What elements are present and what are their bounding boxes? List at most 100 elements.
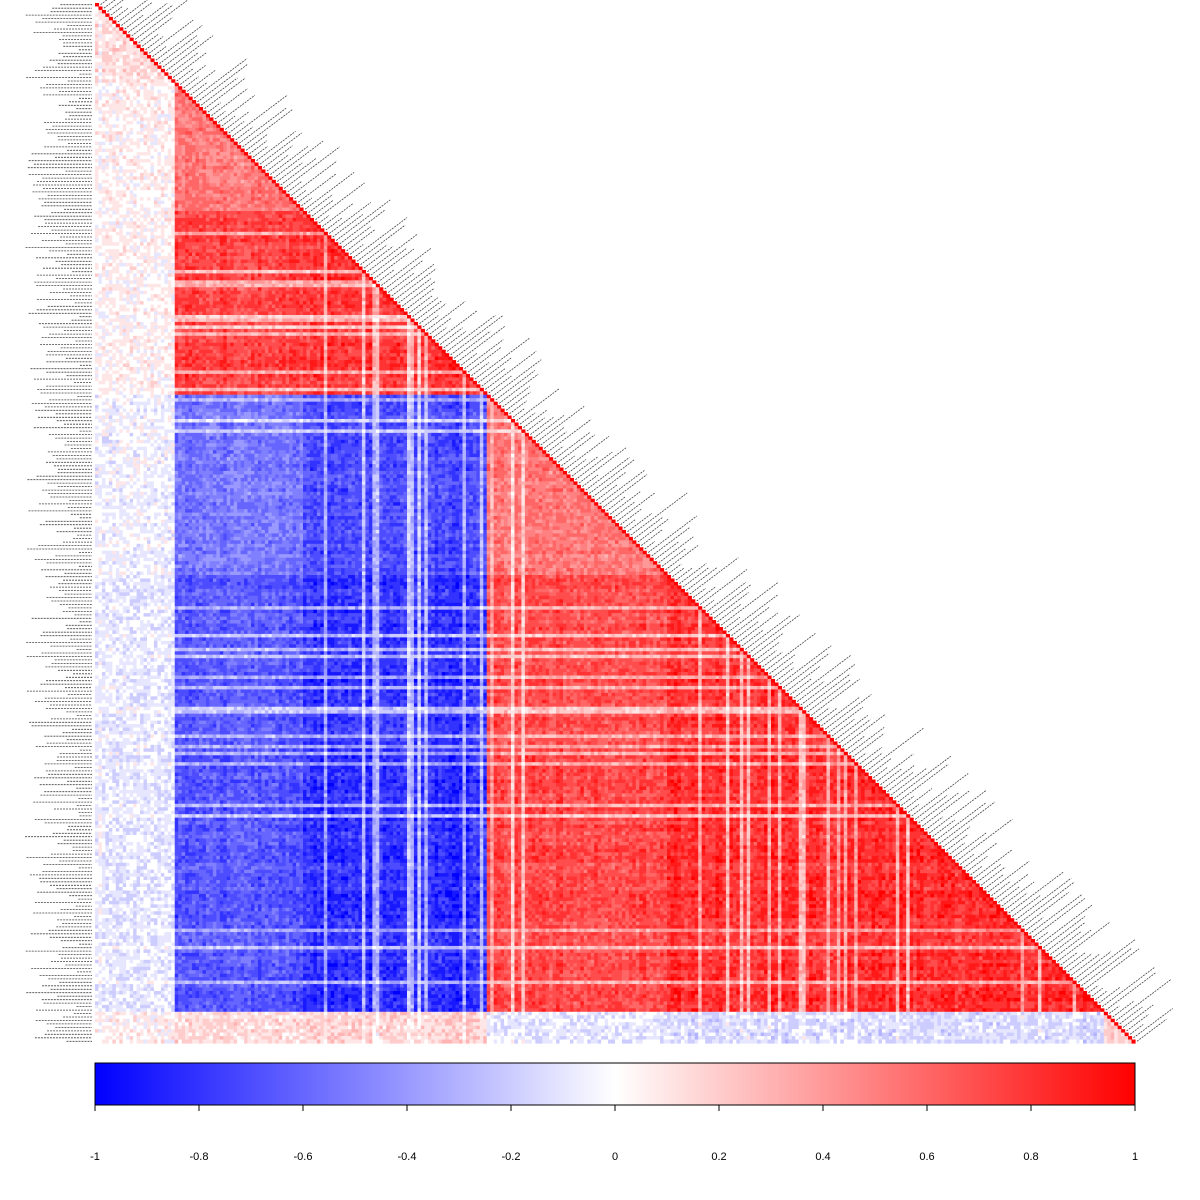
heatmap-cell xyxy=(126,193,131,198)
heatmap-cell xyxy=(309,297,314,302)
heatmap-cell xyxy=(101,266,106,271)
heatmap-cell xyxy=(296,328,301,333)
heatmap-cell xyxy=(150,384,155,389)
heatmap-cell xyxy=(105,100,110,105)
heatmap-cell xyxy=(334,342,339,347)
heatmap-cell xyxy=(133,186,138,191)
heatmap-cell xyxy=(174,315,179,320)
heatmap-cell xyxy=(296,370,301,375)
heatmap-cell xyxy=(479,401,484,406)
heatmap-cell xyxy=(372,318,380,323)
heatmap-cell xyxy=(188,249,204,254)
heatmap-cell xyxy=(316,363,321,368)
heatmap-cell xyxy=(199,339,207,344)
heatmap-cell xyxy=(112,367,120,372)
heatmap-cell xyxy=(285,256,290,261)
heatmap-cell xyxy=(171,252,176,257)
heatmap-cell xyxy=(226,387,231,392)
heatmap-cell xyxy=(257,387,266,392)
heatmap-cell xyxy=(247,169,252,174)
heatmap-cell xyxy=(337,412,342,417)
heatmap-cell xyxy=(164,332,169,337)
heatmap-cell xyxy=(407,315,412,320)
heatmap-cell xyxy=(192,346,200,351)
heatmap-cell xyxy=(268,353,273,358)
heatmap-cell xyxy=(95,30,103,35)
heatmap-cell xyxy=(240,221,245,226)
heatmap-cell xyxy=(403,377,408,382)
heatmap-cell xyxy=(195,148,204,153)
heatmap-cell xyxy=(174,113,179,118)
heatmap-cell xyxy=(98,6,103,11)
heatmap-cell xyxy=(140,287,152,292)
heatmap-cell xyxy=(101,363,106,368)
heatmap-cell xyxy=(226,308,235,313)
heatmap-cell xyxy=(361,328,366,333)
heatmap-cell xyxy=(368,294,373,299)
heatmap-cell xyxy=(95,179,100,184)
heatmap-cell xyxy=(95,79,100,84)
heatmap-cell xyxy=(174,297,200,302)
heatmap-cell xyxy=(126,183,131,188)
heatmap-cell xyxy=(157,152,162,157)
heatmap-cell xyxy=(143,370,148,375)
heatmap-cell xyxy=(316,231,325,236)
heatmap-cell xyxy=(164,200,172,205)
heatmap-cell xyxy=(257,332,262,337)
heatmap-cell xyxy=(306,259,314,264)
heatmap-cell xyxy=(320,273,325,278)
heatmap-cell xyxy=(219,245,228,250)
heatmap-cell xyxy=(95,44,100,49)
heatmap-cell xyxy=(292,394,304,399)
heatmap-cell xyxy=(140,224,148,229)
heatmap-cell xyxy=(108,197,113,202)
heatmap-cell xyxy=(164,356,172,361)
heatmap-cell xyxy=(133,58,141,63)
heatmap-cell xyxy=(323,290,328,295)
heatmap-cell xyxy=(365,384,370,389)
heatmap-cell xyxy=(119,311,134,316)
heatmap-cell xyxy=(199,169,214,174)
heatmap-cell xyxy=(299,363,304,368)
heatmap-cell xyxy=(327,273,332,278)
heatmap-cell xyxy=(348,353,363,358)
heatmap-cell xyxy=(101,335,106,340)
heatmap-cell xyxy=(230,190,235,195)
heatmap-cell xyxy=(105,276,113,281)
heatmap-cell xyxy=(237,297,242,302)
heatmap-cell xyxy=(244,342,249,347)
heatmap-cell xyxy=(389,315,398,320)
heatmap-cell xyxy=(289,287,294,292)
heatmap-cell xyxy=(105,346,113,351)
heatmap-cell xyxy=(400,346,405,351)
heatmap-cell xyxy=(313,228,318,233)
heatmap-cell xyxy=(323,294,328,299)
heatmap-cell xyxy=(296,311,301,316)
heatmap-cell xyxy=(323,318,328,323)
heatmap-cell xyxy=(400,342,405,347)
heatmap-cell xyxy=(275,318,280,323)
heatmap-cell xyxy=(98,27,103,32)
heatmap-cell xyxy=(316,353,321,358)
heatmap-cell xyxy=(205,217,210,222)
heatmap-cell xyxy=(365,339,370,344)
heatmap-cell xyxy=(268,332,273,337)
heatmap-cell xyxy=(122,51,127,56)
heatmap-cell xyxy=(126,96,131,101)
heatmap-cell xyxy=(316,242,321,247)
heatmap-cell xyxy=(448,398,453,403)
heatmap-cell xyxy=(275,290,280,295)
heatmap-cell xyxy=(351,335,356,340)
heatmap-cell xyxy=(95,342,100,347)
heatmap-cell xyxy=(289,231,294,236)
heatmap-cell xyxy=(271,231,276,236)
heatmap-cell xyxy=(95,408,100,413)
heatmap-cell xyxy=(348,349,353,354)
heatmap-cell xyxy=(382,321,387,326)
heatmap-cell xyxy=(410,370,415,375)
heatmap-cell xyxy=(251,318,259,323)
heatmap-cell xyxy=(240,200,249,205)
heatmap-cell xyxy=(223,328,228,333)
heatmap-cell xyxy=(167,235,176,240)
heatmap-cell xyxy=(292,231,297,236)
